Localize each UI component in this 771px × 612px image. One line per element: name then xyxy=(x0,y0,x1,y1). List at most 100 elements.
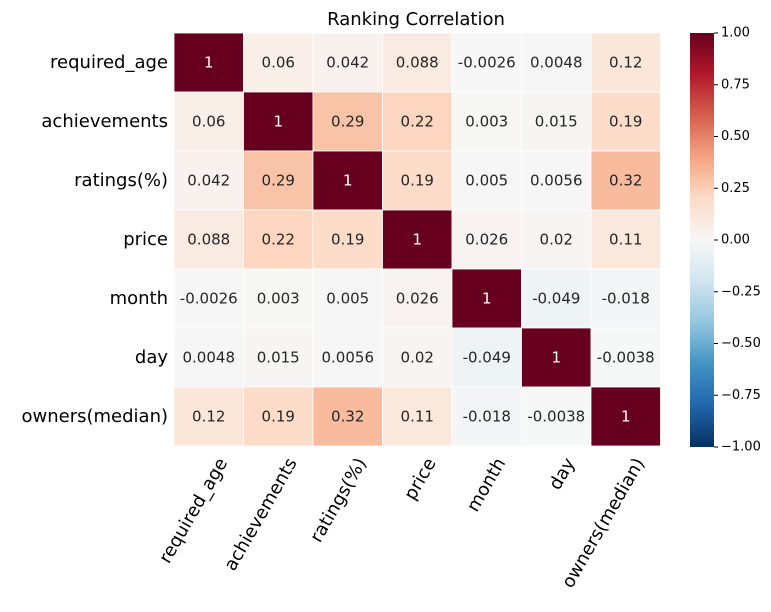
heatmap-cell xyxy=(243,327,314,388)
column-label: month xyxy=(463,454,510,515)
heatmap-cell xyxy=(312,91,383,152)
heatmap-cell-label: 0.003 xyxy=(465,113,508,131)
heatmap-cell-label: 1 xyxy=(412,231,422,249)
heatmap-cell-label: 0.22 xyxy=(401,113,434,131)
column-label: achievements xyxy=(220,454,301,574)
heatmap-cell-label: 0.0056 xyxy=(322,349,375,367)
heatmap-cell xyxy=(382,209,453,270)
colorbar-tick-label: 0.25 xyxy=(721,181,750,196)
heatmap-cell xyxy=(451,386,522,447)
heatmap-cell xyxy=(451,91,522,152)
heatmap-cell xyxy=(521,91,592,152)
heatmap-cell xyxy=(451,32,522,93)
chart-title: Ranking Correlation xyxy=(327,9,505,30)
row-label: month xyxy=(110,288,168,309)
heatmap-cell xyxy=(382,327,453,388)
heatmap-cell-label: 0.19 xyxy=(331,231,364,249)
heatmap-cell-label: -0.018 xyxy=(602,290,650,308)
heatmap-cell-label: 0.02 xyxy=(540,231,573,249)
heatmap-cell-label: -0.049 xyxy=(532,290,580,308)
heatmap-cell-label: 0.06 xyxy=(262,54,295,72)
heatmap-cell xyxy=(521,386,592,447)
heatmap-cell xyxy=(312,32,383,93)
heatmap-cell xyxy=(590,91,661,152)
heatmap-cell xyxy=(173,386,244,447)
colorbar-tick-label: 0.00 xyxy=(721,233,750,248)
heatmap-cells xyxy=(173,32,661,447)
heatmap-cell-label: 0.11 xyxy=(609,231,642,249)
heatmap-cell-label: 0.29 xyxy=(262,172,295,190)
heatmap-cell-label: 0.042 xyxy=(187,172,230,190)
heatmap-cell xyxy=(590,327,661,388)
heatmap-cell xyxy=(590,209,661,270)
heatmap-cell-label: -0.018 xyxy=(463,408,511,426)
heatmap-cell-label: 1 xyxy=(551,349,561,367)
column-label: ratings(%) xyxy=(306,454,371,546)
heatmap-cell xyxy=(590,386,661,447)
heatmap-cell-label: 0.06 xyxy=(192,113,225,131)
heatmap-cell-label: 1 xyxy=(621,408,631,426)
heatmap-cell-label: 0.19 xyxy=(609,113,642,131)
column-label: price xyxy=(400,454,441,503)
heatmap-cell-label: 0.19 xyxy=(401,172,434,190)
heatmap-cell xyxy=(590,268,661,329)
heatmap-cell xyxy=(173,32,244,93)
heatmap-cell-label: 0.003 xyxy=(257,290,300,308)
colorbar-tick-label: −0.75 xyxy=(721,388,761,403)
heatmap-cell-label: 0.29 xyxy=(331,113,364,131)
row-label: owners(median) xyxy=(21,406,168,427)
heatmap-cell-label: 0.22 xyxy=(262,231,295,249)
heatmap-cell xyxy=(382,386,453,447)
heatmap-cell xyxy=(243,150,314,211)
colorbar-tick-label: −0.50 xyxy=(721,336,761,351)
heatmap-cell-label: 0.02 xyxy=(401,349,434,367)
heatmap-cell xyxy=(243,209,314,270)
heatmap-cell xyxy=(312,327,383,388)
colorbar-tick-label: −1.00 xyxy=(721,440,761,455)
heatmap-cell-label: 0.0048 xyxy=(530,54,583,72)
heatmap-cell-label: 0.005 xyxy=(326,290,369,308)
colorbar-ticks: 1.00 0.75 0.50 0.25 0.00 −0.25 −0.50 −0.75 −1.00 xyxy=(714,26,761,455)
heatmap-cell xyxy=(451,327,522,388)
heatmap-cell-label: 0.005 xyxy=(465,172,508,190)
heatmap-cell-label: 0.0048 xyxy=(183,349,236,367)
heatmap-cell-label: 0.042 xyxy=(326,54,369,72)
column-label: required_age xyxy=(155,454,232,567)
heatmap-cell xyxy=(521,32,592,93)
heatmap-cell xyxy=(173,91,244,152)
heatmap-cell-label: 0.015 xyxy=(257,349,300,367)
heatmap-cell-label: 1 xyxy=(273,113,283,131)
row-labels: required_age achievements ratings(%) price m… xyxy=(21,52,168,427)
colorbar-tick-label: 0.50 xyxy=(721,129,750,144)
heatmap-cell xyxy=(382,150,453,211)
heatmap-cell-label: -0.0026 xyxy=(180,290,238,308)
heatmap-cell-label: 0.026 xyxy=(396,290,439,308)
colorbar-tick-label: −0.25 xyxy=(721,284,761,299)
heatmap-cell xyxy=(173,268,244,329)
heatmap-cell-label: -0.049 xyxy=(463,349,511,367)
heatmap-cell-label: 0.32 xyxy=(609,172,642,190)
heatmap-cell-label: 0.11 xyxy=(401,408,434,426)
heatmap-cell-label: -0.0038 xyxy=(527,408,585,426)
heatmap-cell xyxy=(173,327,244,388)
heatmap-cell xyxy=(243,32,314,93)
row-label: achievements xyxy=(41,111,168,132)
heatmap-cell-label: 0.0056 xyxy=(530,172,583,190)
heatmap-cell-label: -0.0038 xyxy=(597,349,655,367)
heatmap-cell-label: 0.026 xyxy=(465,231,508,249)
heatmap-cell-labels: 1 0.06 0.042 0.088 -0.0026 0.0048 0.12 0.06 1 0.2… xyxy=(180,54,655,426)
column-label: day xyxy=(545,454,580,493)
heatmap-cell xyxy=(382,32,453,93)
heatmap-cell xyxy=(312,150,383,211)
heatmap-cell-label: 0.32 xyxy=(331,408,364,426)
heatmap-cell-label: 1 xyxy=(343,172,353,190)
row-label: required_age xyxy=(50,52,168,73)
row-label: day xyxy=(135,347,168,368)
heatmap-cell-label: 0.088 xyxy=(396,54,439,72)
heatmap-cell xyxy=(173,209,244,270)
heatmap-cell xyxy=(521,209,592,270)
heatmap-cell xyxy=(451,150,522,211)
heatmap-cell xyxy=(590,150,661,211)
